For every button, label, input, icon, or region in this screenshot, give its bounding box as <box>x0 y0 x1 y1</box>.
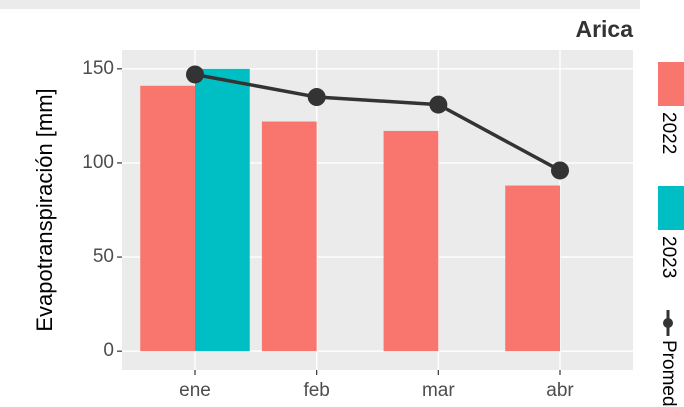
chart-title: Arica <box>575 16 633 42</box>
legend-label: Promedio <box>658 340 679 407</box>
x-tick-label: feb <box>303 380 329 401</box>
legend-key <box>658 186 684 230</box>
y-tick-label: 50 <box>93 246 114 267</box>
bar <box>505 185 560 352</box>
bar <box>261 121 317 352</box>
legend-key <box>658 62 684 106</box>
x-tick-label: ene <box>179 380 211 401</box>
bar <box>140 85 195 352</box>
legend-label: 2023 <box>658 236 679 278</box>
point <box>429 95 448 114</box>
line <box>194 72 561 173</box>
legend-key-point <box>663 318 673 328</box>
x-tick-label: abr <box>546 380 574 401</box>
y-tick-label: 0 <box>103 340 114 361</box>
y-axis-label: Evapotranspiración [mm] <box>32 88 57 331</box>
point <box>307 88 326 107</box>
point <box>551 161 569 180</box>
legend-label: 2022 <box>658 112 679 154</box>
y-tick-label: 100 <box>82 152 114 173</box>
bar <box>195 68 250 352</box>
x-tick-label: mar <box>422 380 455 401</box>
point <box>186 65 204 84</box>
y-tick-label: 150 <box>82 58 114 79</box>
bar <box>383 130 439 352</box>
strip <box>0 0 640 9</box>
